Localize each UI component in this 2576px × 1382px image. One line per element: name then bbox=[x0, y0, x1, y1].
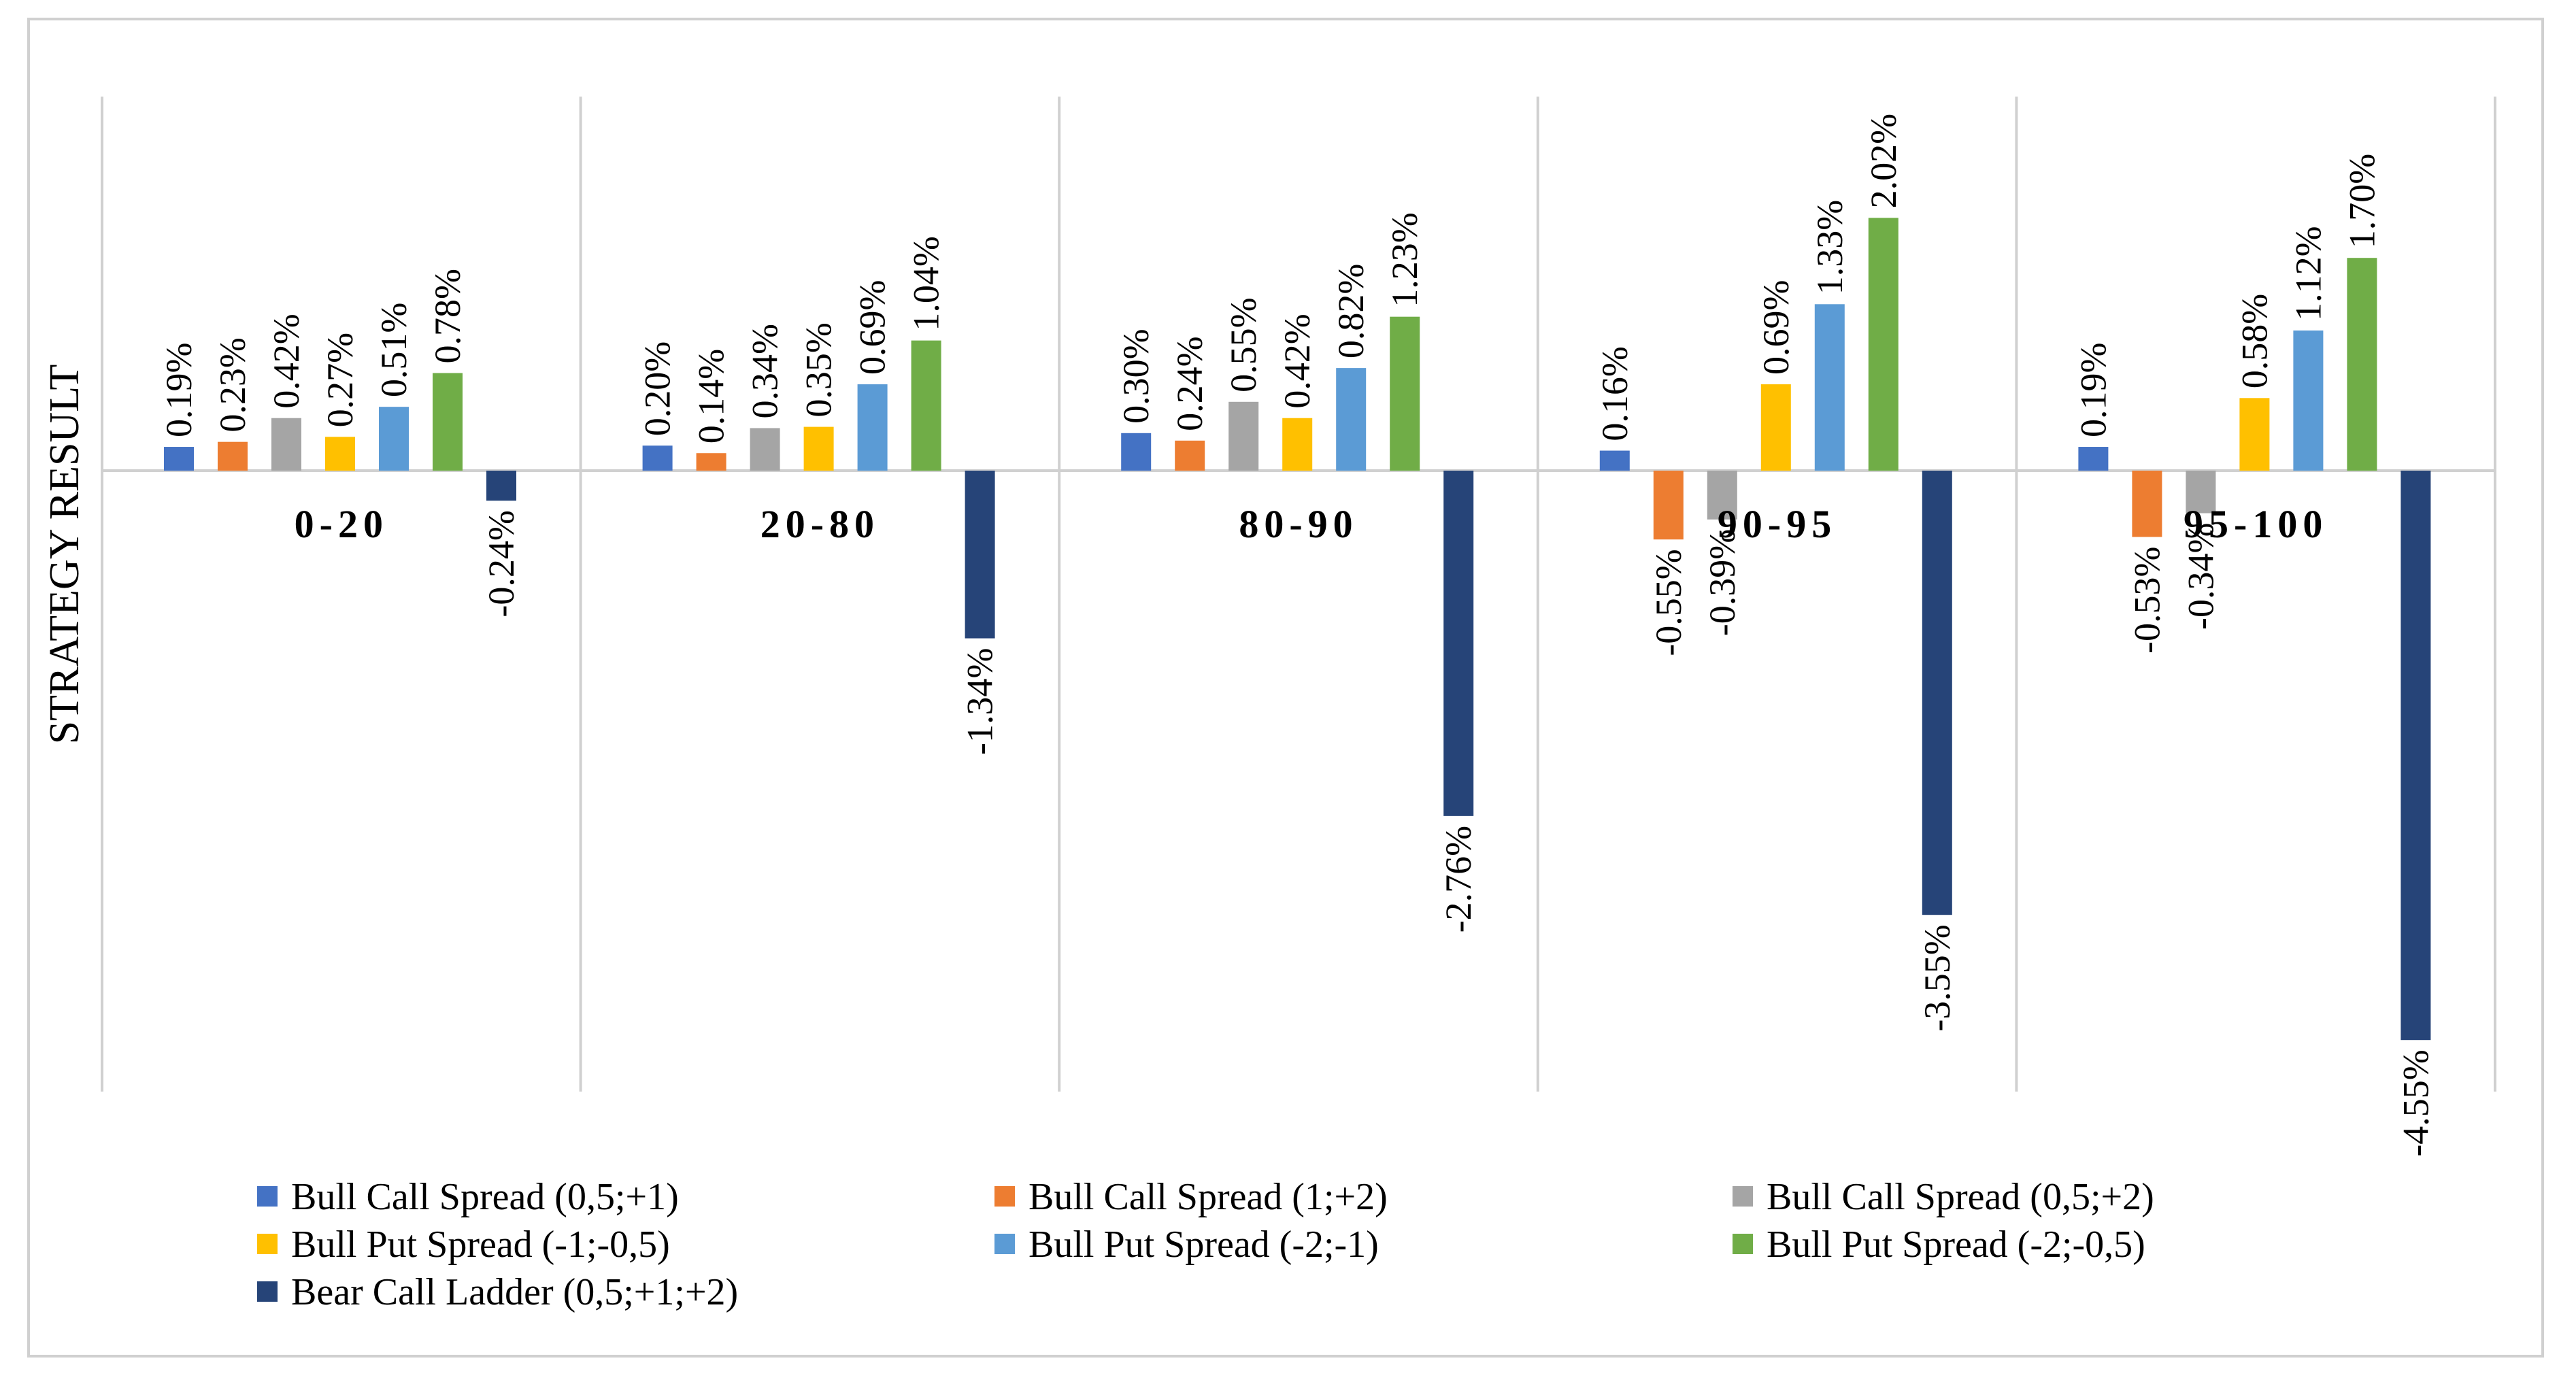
data-label: 0.34% bbox=[745, 324, 786, 418]
bar bbox=[1228, 401, 1259, 471]
data-label: 0.42% bbox=[266, 314, 307, 408]
bar bbox=[1390, 316, 1420, 471]
bar bbox=[271, 418, 301, 471]
bar bbox=[218, 441, 248, 471]
data-label: 1.04% bbox=[906, 236, 947, 331]
legend-item: Bull Call Spread (1;+2) bbox=[1028, 1176, 1388, 1218]
legend-item: Bull Put Spread (-2;-0,5) bbox=[1767, 1224, 2145, 1266]
data-label: 0.35% bbox=[799, 322, 839, 417]
bar bbox=[164, 447, 194, 471]
data-label: -0.24% bbox=[481, 510, 522, 617]
bar bbox=[325, 437, 355, 471]
bar bbox=[1922, 471, 1952, 915]
plot-area: 0.19% 0.23% 0.42% 0.27% 0.51% 0.78% -0.24% 0-20… bbox=[101, 97, 2496, 1157]
bar bbox=[1599, 450, 1630, 471]
legend: Bull Call Spread (0,5;+1) Bull Call Sprea… bbox=[257, 1176, 2154, 1313]
chart-frame bbox=[27, 18, 2544, 1358]
data-label: 0.58% bbox=[2234, 294, 2275, 388]
legend-swatch bbox=[1733, 1234, 1753, 1254]
data-label: -0.34% bbox=[2180, 523, 2221, 630]
bar bbox=[2239, 398, 2270, 471]
bar bbox=[803, 426, 834, 471]
data-label: 0.55% bbox=[1223, 297, 1264, 392]
legend-item: Bull Call Spread (0,5;+1) bbox=[291, 1176, 679, 1218]
bar bbox=[1760, 384, 1791, 471]
data-label: 0.69% bbox=[1756, 280, 1796, 375]
bar bbox=[965, 471, 995, 639]
data-label: -0.53% bbox=[2126, 547, 2167, 654]
bar bbox=[379, 407, 409, 471]
legend-item: Bull Call Spread (0,5;+2) bbox=[1767, 1176, 2154, 1218]
data-label: 0.24% bbox=[1169, 336, 1210, 431]
legend-item: Bear Call Ladder (0,5;+1;+2) bbox=[291, 1271, 738, 1313]
category-label: 0-20 bbox=[295, 502, 388, 546]
legend-swatch bbox=[257, 1281, 278, 1302]
data-label: 0.14% bbox=[691, 349, 732, 443]
data-label: 1.33% bbox=[1809, 200, 1850, 294]
data-label: 0.19% bbox=[2073, 343, 2113, 437]
data-label: 1.23% bbox=[1384, 212, 1425, 307]
data-label: 0.16% bbox=[1594, 346, 1635, 441]
bar bbox=[486, 471, 516, 501]
bar bbox=[1814, 304, 1845, 471]
bar bbox=[2186, 471, 2216, 513]
data-label: 0.51% bbox=[373, 303, 414, 397]
legend-swatch bbox=[257, 1186, 278, 1207]
data-label: -4.55% bbox=[2395, 1049, 2436, 1156]
bar bbox=[1868, 218, 1898, 471]
data-label: 1.70% bbox=[2341, 154, 2382, 248]
data-label: 0.27% bbox=[320, 333, 361, 427]
data-label: -0.55% bbox=[1648, 549, 1689, 656]
y-axis-label: STRATEGY RESULT bbox=[41, 365, 88, 745]
category-label: 90-95 bbox=[1718, 502, 1837, 546]
data-label: 0.30% bbox=[1116, 328, 1156, 423]
data-label: 0.69% bbox=[852, 280, 893, 375]
data-label: 0.42% bbox=[1277, 314, 1318, 408]
legend-swatch bbox=[994, 1234, 1015, 1254]
bar bbox=[1707, 471, 1737, 520]
bar bbox=[2401, 471, 2431, 1041]
data-label: 1.12% bbox=[2288, 226, 2328, 320]
bar bbox=[1443, 471, 1474, 816]
legend-swatch bbox=[1733, 1186, 1753, 1207]
legend-swatch bbox=[994, 1186, 1015, 1207]
bar bbox=[2078, 447, 2109, 471]
data-label: 0.82% bbox=[1331, 264, 1371, 358]
data-label: -1.34% bbox=[960, 648, 1001, 755]
category-label: 95-100 bbox=[2184, 502, 2328, 546]
data-label: 2.02% bbox=[1863, 114, 1904, 208]
bar bbox=[1282, 418, 1313, 471]
data-label: 0.78% bbox=[427, 269, 468, 363]
data-label: 0.20% bbox=[637, 341, 678, 436]
bar bbox=[857, 384, 888, 471]
bar bbox=[1121, 433, 1152, 471]
data-label: 0.23% bbox=[212, 337, 253, 432]
data-label: -3.55% bbox=[1917, 924, 1958, 1031]
bar bbox=[2293, 330, 2324, 471]
bar bbox=[1653, 471, 1684, 540]
data-label: -2.76% bbox=[1438, 826, 1479, 932]
bar bbox=[911, 340, 941, 471]
bar bbox=[750, 428, 780, 471]
bar bbox=[2132, 471, 2162, 537]
legend-item: Bull Put Spread (-1;-0,5) bbox=[291, 1224, 670, 1266]
bar bbox=[433, 373, 463, 471]
data-label: 0.19% bbox=[158, 343, 199, 437]
category-label: 20-80 bbox=[760, 502, 880, 546]
data-label: -0.39% bbox=[1702, 529, 1743, 636]
legend-item: Bull Put Spread (-2;-1) bbox=[1028, 1224, 1379, 1266]
bar bbox=[1336, 368, 1367, 471]
bar bbox=[642, 445, 673, 471]
bar bbox=[696, 453, 726, 471]
bar bbox=[1175, 440, 1205, 471]
bar bbox=[2347, 258, 2377, 471]
category-label: 80-90 bbox=[1239, 502, 1358, 546]
legend-swatch bbox=[257, 1234, 278, 1254]
